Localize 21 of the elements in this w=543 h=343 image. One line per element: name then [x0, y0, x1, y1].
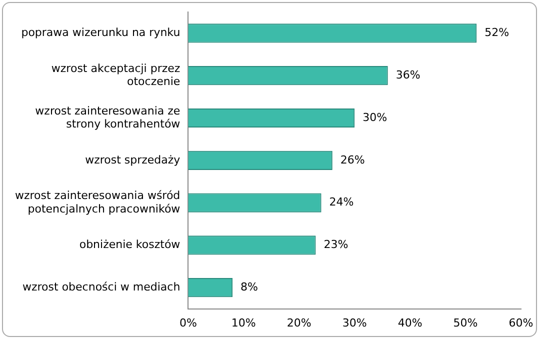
x-tick-label: 0%: [179, 316, 197, 330]
y-tick-label: poprawa wizerunku na rynku: [21, 26, 180, 40]
x-tick-label: 30%: [342, 316, 367, 330]
x-tick-label: 40%: [398, 316, 422, 330]
data-label: 24%: [329, 196, 354, 209]
data-label: 52%: [484, 26, 510, 40]
y-tick-label: wzrost sprzedaży: [85, 153, 181, 166]
y-tick-label: obniżenie kosztów: [79, 238, 180, 252]
x-tick-label: 20%: [286, 316, 312, 330]
x-tick-label: 10%: [231, 316, 256, 330]
data-label: 8%: [240, 280, 258, 294]
y-tick-label: wzrost zainteresowania ze strony kontrahentów: [35, 104, 180, 130]
x-tick-label: 50%: [453, 316, 478, 330]
y-tick-label: wzrost akceptacji przez otoczenie: [51, 62, 180, 88]
data-label: 36%: [396, 68, 420, 82]
x-tick-label: 60%: [508, 316, 534, 330]
data-label: 30%: [362, 110, 388, 124]
data-label: 23%: [324, 238, 348, 252]
y-tick-label: wzrost zainteresowania wśród potencjalnych pracowników: [14, 189, 180, 216]
data-label: 26%: [340, 153, 365, 166]
y-tick-label: wzrost obecności w mediach: [22, 280, 180, 294]
